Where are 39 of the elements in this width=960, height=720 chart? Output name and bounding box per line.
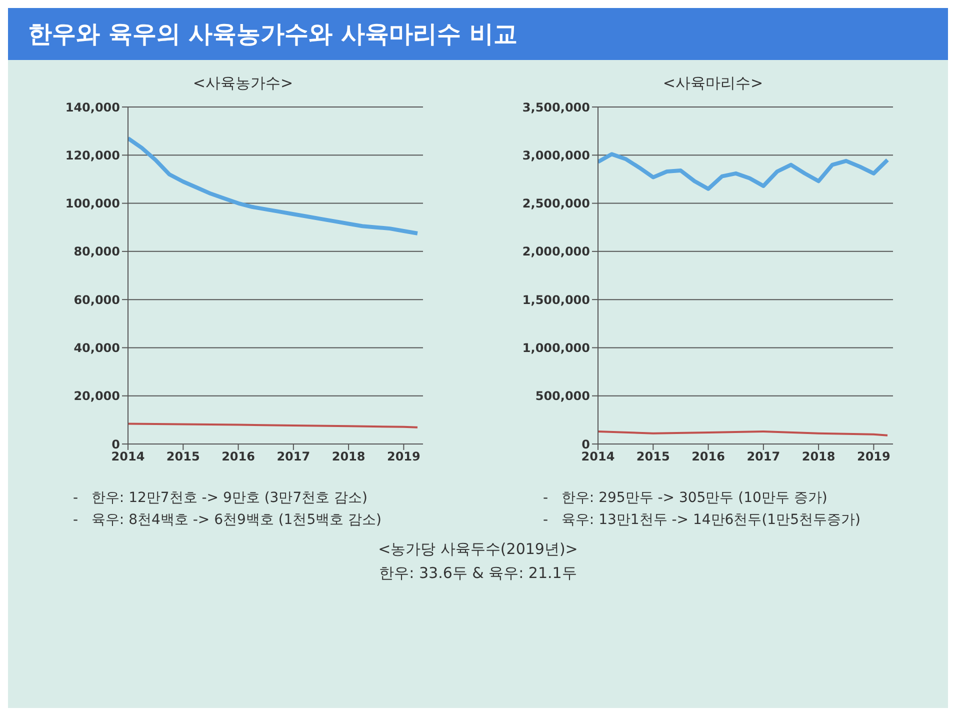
y-tick-label: 2,500,000 xyxy=(522,196,590,211)
y-tick-label: 1,500,000 xyxy=(522,292,590,307)
text: - 한우: 12만7천호 -> 9만호 (3만7천호 감소) xyxy=(73,489,369,508)
x-tick-label: 2018 xyxy=(332,450,366,464)
x-tick-label: 2016 xyxy=(222,450,255,464)
y-tick-label: 60,000 xyxy=(74,292,120,307)
line-series xyxy=(128,136,420,236)
text: 한우와 육우의 사육농가수와 사육마리수 비교 xyxy=(8,8,948,60)
y-tick-label: 0 xyxy=(112,437,120,452)
x-tick-label: 2017 xyxy=(276,450,310,464)
x-tick-label: 2019 xyxy=(857,450,890,464)
y-tick-label: 140,000 xyxy=(65,100,120,114)
x-tick-label: 2018 xyxy=(802,450,836,464)
y-tick-label: 3,000,000 xyxy=(522,148,590,162)
x-tick-label: 2019 xyxy=(387,450,420,464)
line-series xyxy=(598,152,890,191)
text: - 육우: 13만1천두 -> 14만6천두(1만5천두증가) xyxy=(543,511,862,530)
y-tick-label: 120,000 xyxy=(65,148,120,162)
y-tick-label: 20,000 xyxy=(74,389,120,404)
y-tick-label: 500,000 xyxy=(535,389,590,404)
y-tick-label: 2,000,000 xyxy=(522,244,590,259)
x-tick-label: 2014 xyxy=(581,450,615,464)
text: - 육우: 8천4백호 -> 6천9백호 (1천5백호 감소) xyxy=(73,511,383,530)
x-tick-label: 2014 xyxy=(111,450,145,464)
y-tick-label: 1,000,000 xyxy=(522,340,590,355)
x-tick-label: 2015 xyxy=(636,450,670,464)
x-tick-label: 2017 xyxy=(746,450,780,464)
text: 한우: 33.6두 & 육우: 21.1두 xyxy=(378,563,578,584)
y-tick-label: 3,500,000 xyxy=(522,100,590,114)
y-tick-label: 0 xyxy=(582,437,590,452)
x-tick-label: 2015 xyxy=(166,450,200,464)
text: <농가당 사육두수(2019년)> xyxy=(377,539,579,560)
y-tick-label: 80,000 xyxy=(74,244,120,259)
chart-title: <사육농가수> xyxy=(192,74,294,93)
text: - 한우: 295만두 -> 305만두 (10만두 증가) xyxy=(543,489,828,508)
chart-title: <사육마리수> xyxy=(662,74,764,93)
y-tick-label: 100,000 xyxy=(65,196,120,211)
x-tick-label: 2016 xyxy=(692,450,725,464)
y-tick-label: 40,000 xyxy=(74,340,120,355)
